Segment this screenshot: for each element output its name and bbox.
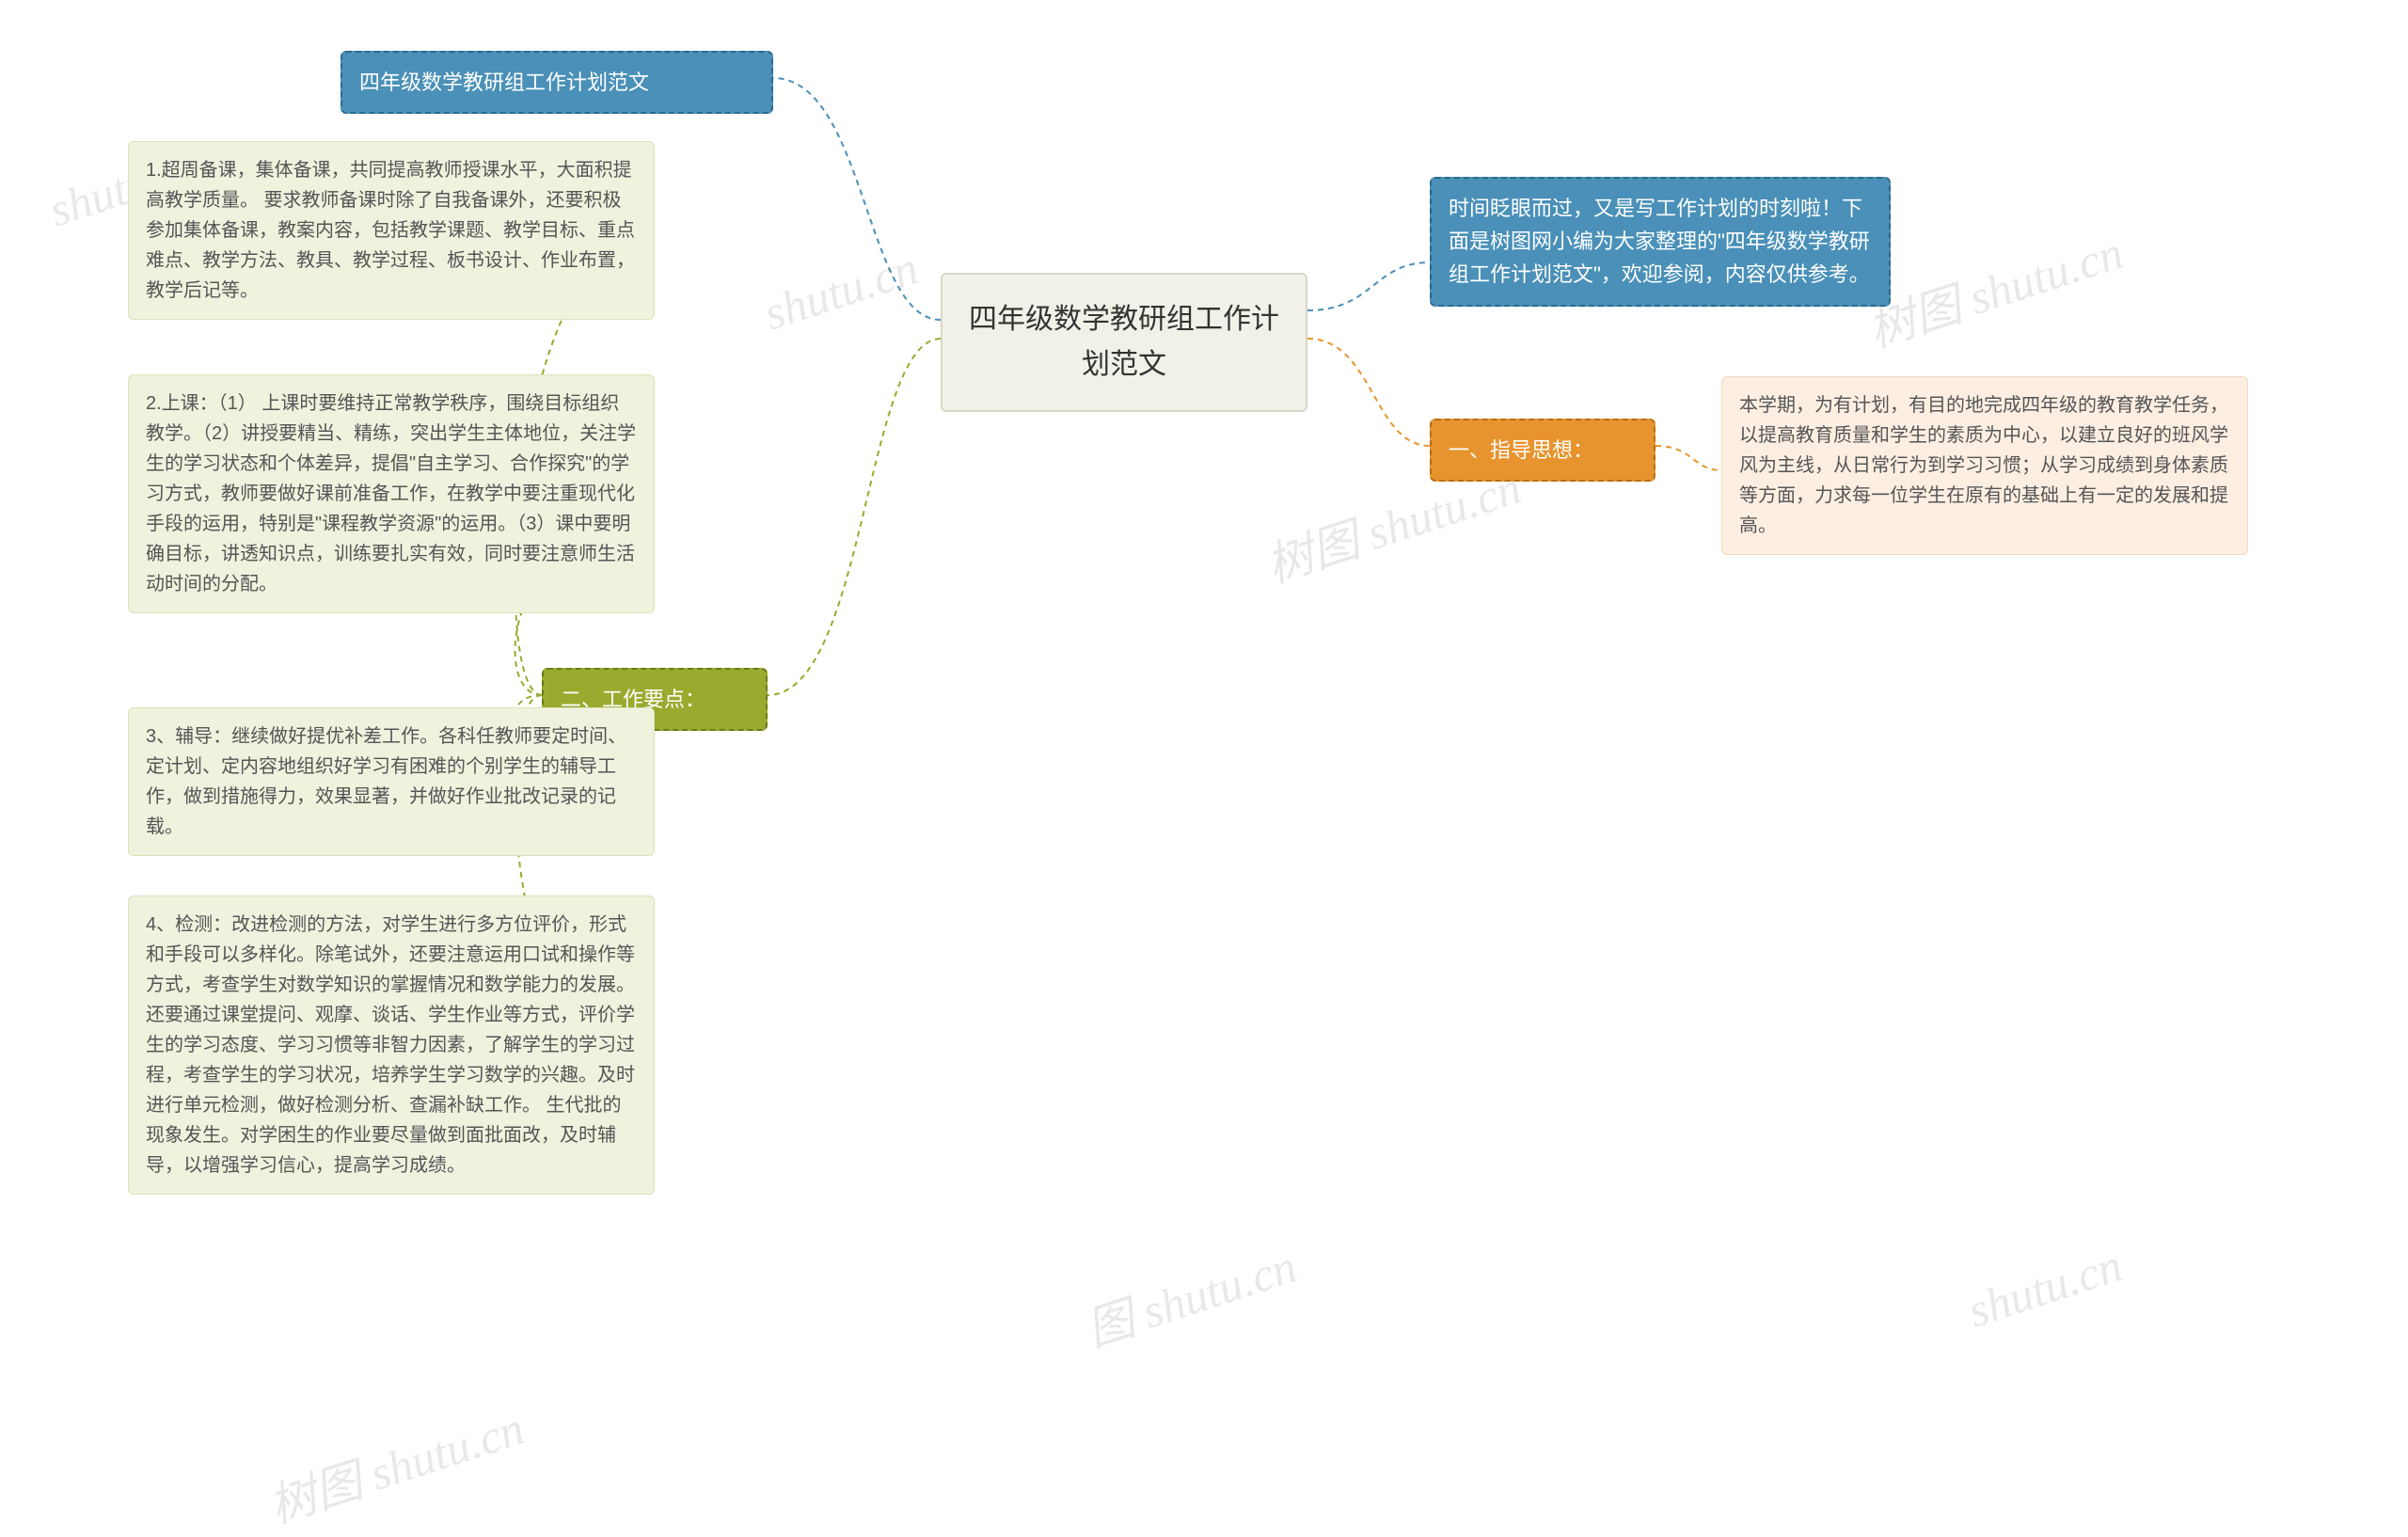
watermark: 树图 shutu.cn <box>260 1390 531 1536</box>
work-point-3: 3、辅导：继续做好提优补差工作。各科任教师要定时间、定计划、定内容地组织好学习有… <box>128 707 655 856</box>
work-point-2: 2.上课：（1） 上课时要维持正常教学秩序，围绕目标组织教学。（2）讲授要精当、… <box>128 374 655 613</box>
guiding-thought-detail: 本学期，为有计划，有目的地完成四年级的教育教学任务，以提高教育质量和学生的素质为… <box>1721 376 2248 555</box>
work-point-4: 4、检测：改进检测的方法，对学生进行多方位评价，形式和手段可以多样化。除笔试外，… <box>128 895 655 1195</box>
watermark: shutu.cn <box>757 240 925 341</box>
branch-intro: 时间眨眼而过，又是写工作计划的时刻啦！下面是树图网小编为大家整理的"四年级数学教… <box>1430 177 1891 307</box>
work-point-1: 1.超周备课，集体备课，共同提高教师授课水平，大面积提高教学质量。 要求教师备课… <box>128 141 655 320</box>
branch-left-top: 四年级数学教研组工作计划范文 <box>341 51 773 114</box>
branch-guiding-thought: 一、指导思想： <box>1430 419 1656 482</box>
watermark: 图 shutu.cn <box>1077 1228 1305 1360</box>
center-node: 四年级数学教研组工作计 划范文 <box>941 273 1307 412</box>
watermark: shutu.cn <box>1961 1237 2129 1338</box>
watermark: 树图 shutu.cn <box>1859 214 2131 360</box>
